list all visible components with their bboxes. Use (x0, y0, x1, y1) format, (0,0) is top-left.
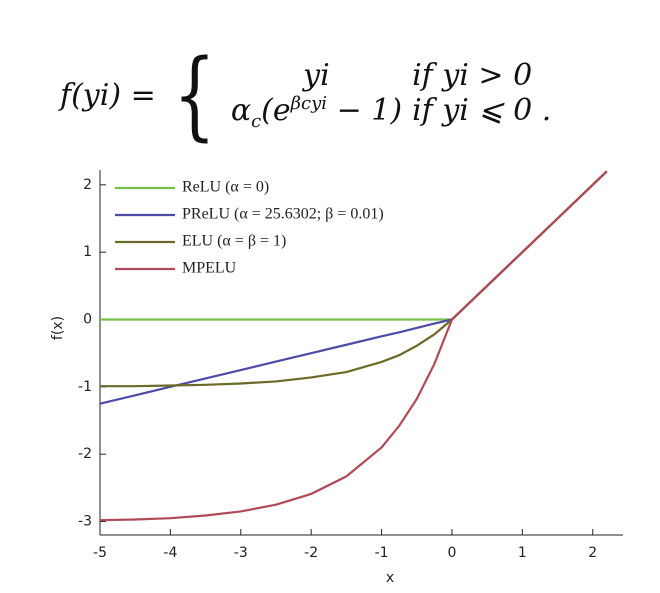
brace: { (172, 39, 216, 151)
x-tick-label: -5 (93, 545, 107, 561)
case-cond: if yi ⩽ 0 . (412, 93, 552, 128)
y-tick-label: -1 (78, 379, 92, 395)
x-tick-label: 2 (588, 545, 597, 561)
legend-label: ELU (α = β = 1) (182, 233, 286, 250)
alpha-sub: c (251, 111, 262, 132)
case-expr: yi (303, 58, 330, 93)
formula-lhs: f(yi) = (60, 77, 156, 113)
legend-label: MPELU (182, 260, 237, 277)
y-tick-label: 0 (83, 312, 92, 328)
x-tick-label: 1 (518, 545, 527, 561)
legend-label: ReLU (α = 0) (182, 179, 269, 196)
x-tick-label: -1 (375, 545, 389, 561)
y-tick-label: -3 (78, 514, 92, 530)
open: (e (261, 93, 291, 128)
y-tick-label: 1 (83, 244, 92, 260)
x-axis-label: x (386, 570, 394, 586)
legend-label: PReLU (α = 25.6302; β = 0.01) (182, 206, 384, 223)
exponent: βcyi (290, 93, 328, 114)
case-cond: if yi > 0 (412, 58, 533, 93)
line (100, 170, 608, 388)
x-tick-label: 0 (447, 545, 456, 561)
y-tick-label: 2 (83, 177, 92, 193)
y-tick-label: -2 (78, 446, 92, 462)
formula-cases: yi if yi > 0 αc(eβcyi − 1) if yi ⩽ 0 . (231, 58, 551, 132)
close: − 1) (336, 93, 403, 128)
alpha: α (230, 93, 252, 128)
x-tick-label: -2 (304, 545, 318, 561)
line (99, 170, 608, 522)
x-tick-label: -4 (163, 545, 177, 561)
x-tick-label: -3 (234, 545, 248, 561)
y-axis-label: f(x) (50, 316, 66, 340)
case-expr: αc(eβcyi − 1) (231, 93, 402, 132)
formula: f(yi) = { yi if yi > 0 αc(eβcyi − 1) if … (60, 40, 551, 150)
